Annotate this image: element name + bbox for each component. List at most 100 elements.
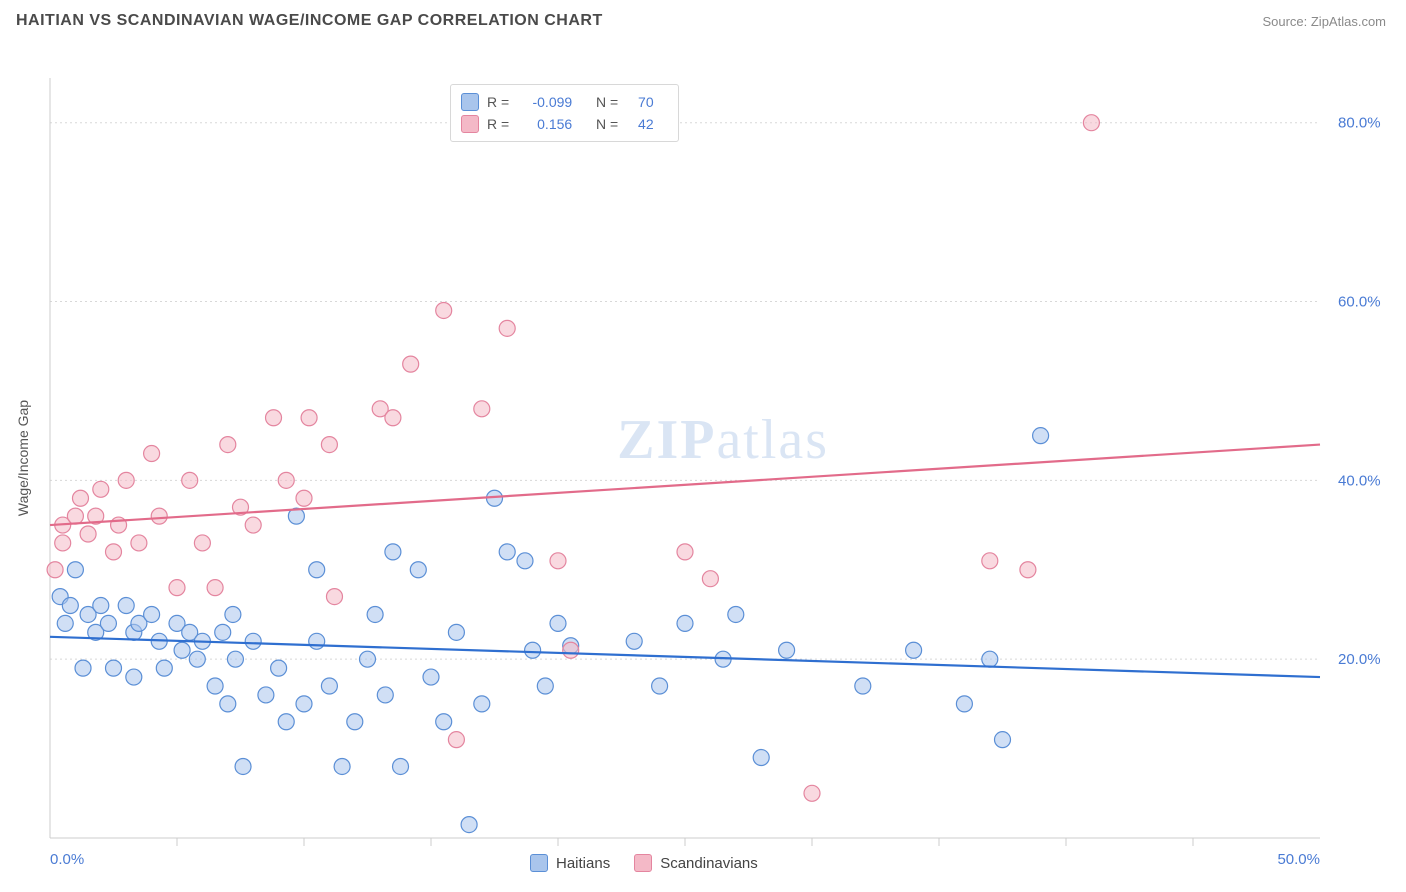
data-point	[57, 615, 73, 631]
legend-label: Haitians	[556, 855, 610, 872]
data-point	[55, 535, 71, 551]
data-point	[144, 446, 160, 462]
legend-item: Scandinavians	[634, 854, 758, 872]
data-point	[278, 472, 294, 488]
data-point	[436, 714, 452, 730]
legend-swatch	[530, 854, 548, 872]
n-value: 70	[638, 91, 668, 113]
data-point	[677, 615, 693, 631]
data-point	[235, 758, 251, 774]
n-label: N =	[596, 91, 618, 113]
data-point	[72, 490, 88, 506]
data-point	[131, 535, 147, 551]
data-point	[367, 606, 383, 622]
data-point	[156, 660, 172, 676]
data-point	[278, 714, 294, 730]
data-point	[245, 633, 261, 649]
header: HAITIAN VS SCANDINAVIAN WAGE/INCOME GAP …	[0, 0, 1406, 36]
data-point	[393, 758, 409, 774]
legend-swatch	[461, 93, 479, 111]
data-point	[702, 571, 718, 587]
data-point	[266, 410, 282, 426]
y-tick-label: 80.0%	[1338, 115, 1381, 132]
scatter-chart: 20.0%40.0%60.0%80.0%0.0%50.0%Wage/Income…	[0, 36, 1406, 886]
legend-swatch	[634, 854, 652, 872]
data-point	[62, 598, 78, 614]
data-point	[126, 669, 142, 685]
data-point	[525, 642, 541, 658]
data-point	[321, 437, 337, 453]
data-point	[550, 615, 566, 631]
data-point	[67, 508, 83, 524]
data-point	[448, 732, 464, 748]
data-point	[474, 401, 490, 417]
data-point	[227, 651, 243, 667]
data-point	[982, 553, 998, 569]
data-point	[550, 553, 566, 569]
y-tick-label: 20.0%	[1338, 651, 1381, 668]
data-point	[80, 526, 96, 542]
data-point	[652, 678, 668, 694]
watermark: ZIPatlas	[617, 409, 829, 471]
legend-label: Scandinavians	[660, 855, 758, 872]
data-point	[309, 562, 325, 578]
data-point	[144, 606, 160, 622]
data-point	[537, 678, 553, 694]
data-point	[677, 544, 693, 560]
data-point	[93, 481, 109, 497]
data-point	[728, 606, 744, 622]
r-value: 0.156	[517, 113, 572, 135]
data-point	[1083, 115, 1099, 131]
data-point	[220, 437, 236, 453]
data-point	[1020, 562, 1036, 578]
y-axis-title: Wage/Income Gap	[15, 400, 31, 516]
data-point	[118, 598, 134, 614]
data-point	[245, 517, 261, 533]
data-point	[182, 472, 198, 488]
data-point	[118, 472, 134, 488]
data-point	[804, 785, 820, 801]
data-point	[517, 553, 533, 569]
data-point	[499, 544, 515, 560]
data-point	[982, 651, 998, 667]
data-point	[563, 642, 579, 658]
data-point	[296, 696, 312, 712]
data-point	[75, 660, 91, 676]
data-point	[93, 598, 109, 614]
data-point	[47, 562, 63, 578]
legend-swatch	[461, 115, 479, 133]
data-point	[753, 750, 769, 766]
data-point	[321, 678, 337, 694]
source-label: Source: ZipAtlas.com	[1262, 14, 1386, 29]
data-point	[296, 490, 312, 506]
data-point	[258, 687, 274, 703]
data-point	[334, 758, 350, 774]
r-value: -0.099	[517, 91, 572, 113]
data-point	[169, 580, 185, 596]
n-label: N =	[596, 113, 618, 135]
data-point	[461, 817, 477, 833]
data-point	[906, 642, 922, 658]
data-point	[1033, 428, 1049, 444]
data-point	[194, 535, 210, 551]
n-value: 42	[638, 113, 668, 135]
data-point	[207, 580, 223, 596]
data-point	[326, 589, 342, 605]
data-point	[474, 696, 490, 712]
data-point	[436, 302, 452, 318]
chart-title: HAITIAN VS SCANDINAVIAN WAGE/INCOME GAP …	[16, 12, 603, 30]
data-point	[151, 508, 167, 524]
data-point	[410, 562, 426, 578]
data-point	[403, 356, 419, 372]
data-point	[360, 651, 376, 667]
data-point	[377, 687, 393, 703]
legend-stat-row: R =-0.099 N = 70	[461, 91, 668, 113]
series-legend: Haitians Scandinavians	[530, 854, 758, 872]
data-point	[626, 633, 642, 649]
data-point	[448, 624, 464, 640]
data-point	[271, 660, 287, 676]
r-label: R =	[487, 113, 509, 135]
data-point	[499, 320, 515, 336]
chart-container: 20.0%40.0%60.0%80.0%0.0%50.0%Wage/Income…	[0, 36, 1406, 886]
data-point	[67, 562, 83, 578]
